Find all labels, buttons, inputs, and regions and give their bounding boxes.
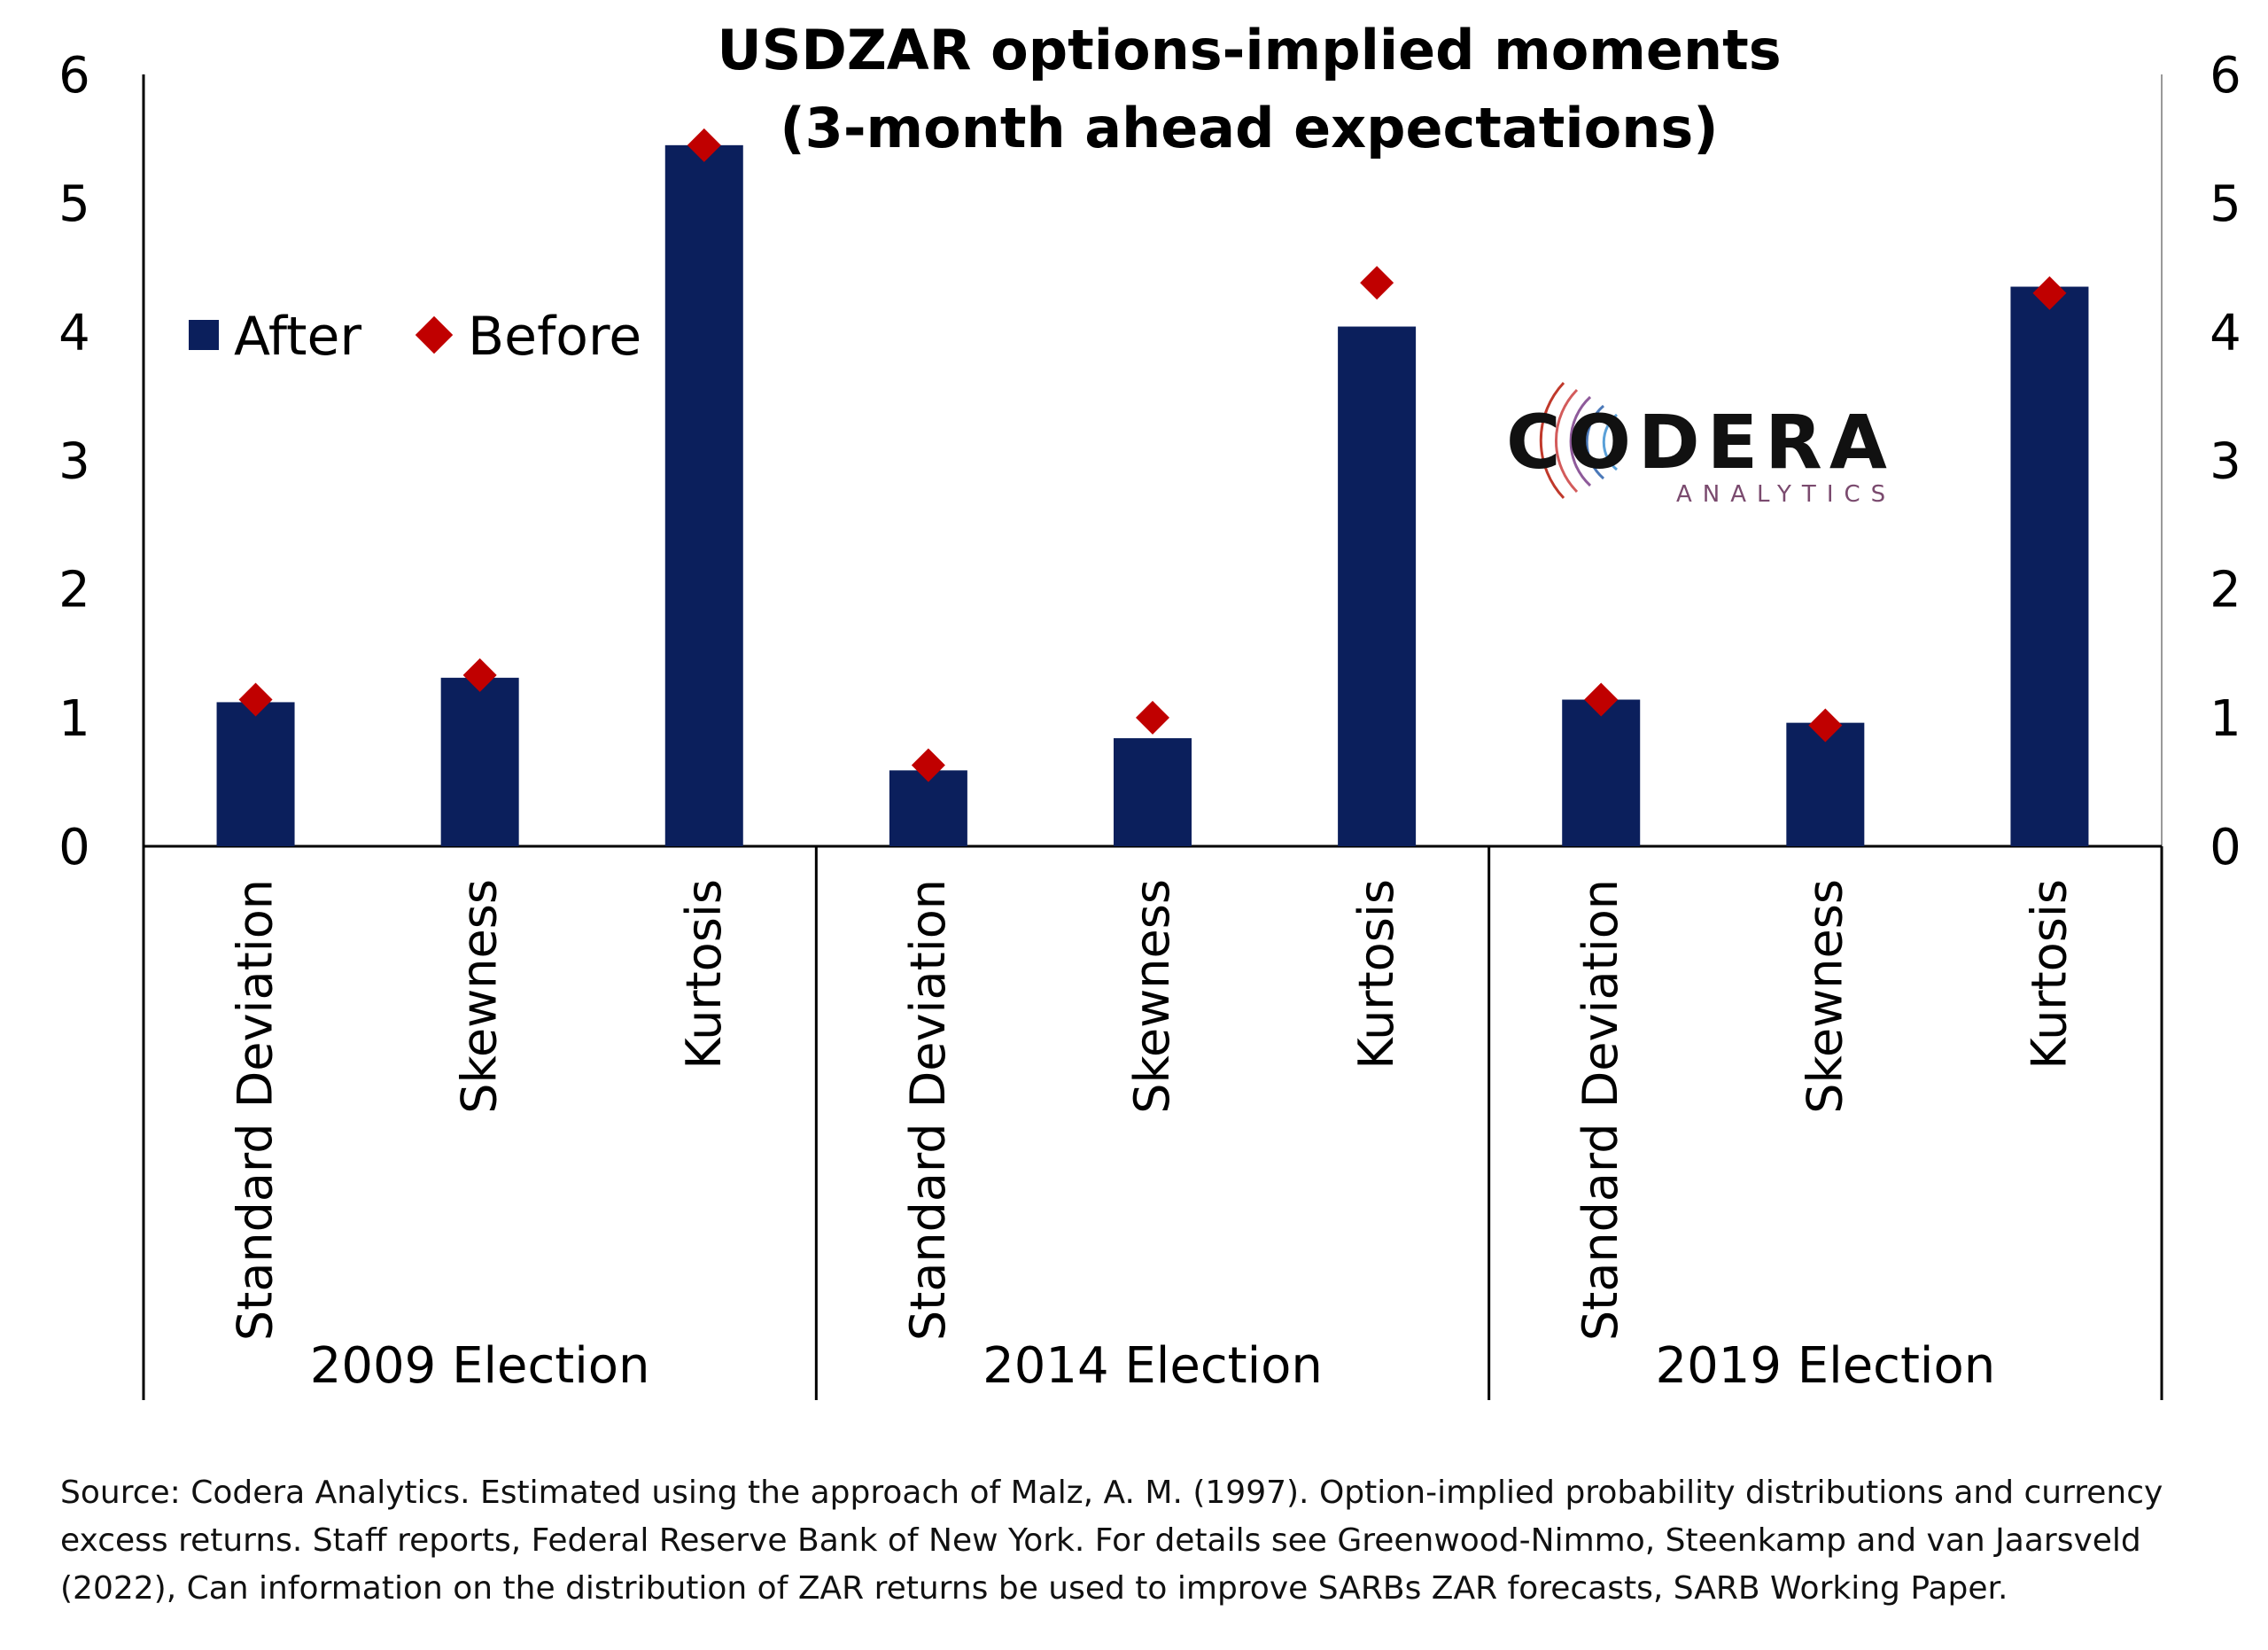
category-label: Kurtosis [1348,879,1404,1070]
source-note: Source: Codera Analytics. Estimated usin… [60,1475,2163,1607]
group-label: 2019 Election [1655,1337,1995,1395]
y-tick-label-left: 2 [58,562,90,619]
y-tick-label-right: 4 [2210,304,2241,362]
category-label: Standard Deviation [228,879,284,1341]
y-tick-label-right: 6 [2210,47,2241,105]
y-tick-label-right: 3 [2210,433,2241,491]
chart-title: USDZAR options-implied moments [717,18,1781,82]
bar-after [1114,738,1192,846]
marker-before [462,658,497,692]
marker-before [687,128,721,162]
bar-after [1786,722,1865,846]
bar-after [2010,286,2089,846]
category-labels: Standard Deviation Skewness Kurtosis Standa… [228,879,2078,1341]
codera-logo: CODERA ANALYTICS [1506,381,1896,508]
markers [238,128,2067,782]
y-tick-label-right: 5 [2210,175,2241,233]
bar-after [664,144,743,846]
y-ticks: 0 0 1 1 2 2 3 3 4 4 5 5 6 6 [58,47,2241,876]
y-tick-label-left: 6 [58,47,90,105]
bar-after [1338,326,1417,846]
legend-after-label: After [234,306,361,368]
category-label: Standard Deviation [900,879,956,1341]
category-label: Skewness [1124,879,1180,1114]
marker-before [911,748,945,782]
bar-after [1562,699,1641,846]
logo-subtitle: ANALYTICS [1676,481,1896,508]
group-label: 2014 Election [983,1337,1323,1395]
category-label: Standard Deviation [1573,879,1628,1341]
legend-after-swatch [189,320,219,350]
marker-before [1360,266,1394,300]
y-tick-label-left: 1 [58,690,90,748]
group-labels: 2009 Election 2014 Election 2019 Election [310,1337,1995,1395]
marker-before [1584,682,1619,717]
legend-before-label: Before [468,306,641,368]
logo-name: CODERA [1506,399,1894,486]
category-label: Skewness [452,879,508,1114]
y-tick-label-left: 4 [58,304,90,362]
y-tick-label-left: 0 [58,819,90,876]
category-label: Kurtosis [676,879,732,1070]
marker-before [2032,276,2067,310]
category-label: Skewness [1797,879,1852,1114]
logo-arcs-icon [1539,381,1618,500]
y-tick-label-left: 5 [58,175,90,233]
group-label: 2009 Election [310,1337,650,1395]
bars [216,144,2089,846]
chart-subtitle: (3-month ahead expectations) [780,96,1718,160]
y-tick-label-left: 3 [58,433,90,491]
y-tick-label-right: 2 [2210,562,2241,619]
bar-after [440,677,519,846]
marker-before [1808,708,1843,743]
y-tick-label-right: 0 [2210,819,2241,876]
category-label: Kurtosis [2021,879,2077,1070]
legend: After Before [189,306,641,368]
y-tick-label-right: 1 [2210,690,2241,748]
marker-before [238,682,273,717]
legend-before-swatch [415,315,454,354]
marker-before [1136,700,1169,735]
bar-after [889,770,967,846]
bar-after [216,702,295,846]
